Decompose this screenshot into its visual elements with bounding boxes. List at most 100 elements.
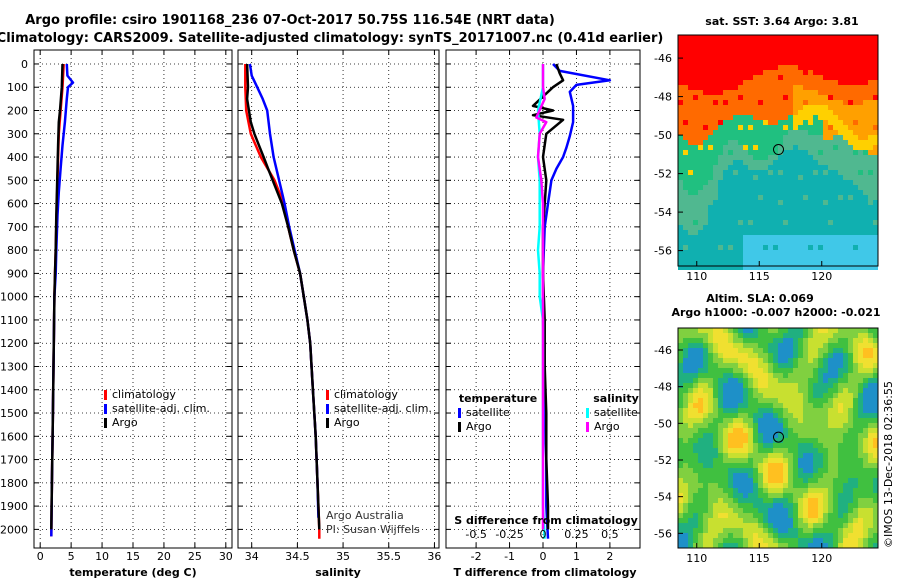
sst-cell: [763, 245, 768, 250]
sla-cell: [698, 433, 703, 438]
sst-cell: [733, 185, 738, 190]
sla-cell: [793, 473, 798, 478]
sla-cell: [798, 368, 803, 373]
sst-cell: [833, 45, 838, 50]
sst-cell: [748, 190, 753, 195]
sst-cell: [828, 80, 833, 85]
sst-cell: [863, 65, 868, 70]
sla-cell: [778, 373, 783, 378]
sla-cell: [808, 508, 813, 513]
sst-cell: [803, 205, 808, 210]
sst-cell: [768, 80, 773, 85]
sst-cell: [833, 170, 838, 175]
sst-cell: [813, 80, 818, 85]
sla-cell: [683, 463, 688, 468]
sst-cell: [748, 80, 753, 85]
sst-cell: [738, 185, 743, 190]
sst-cell: [773, 120, 778, 125]
sla-cell: [723, 363, 728, 368]
sla-cell: [708, 493, 713, 498]
sst-cell: [773, 205, 778, 210]
sst-cell: [838, 135, 843, 140]
sla-cell: [818, 368, 823, 373]
sst-cell: [693, 195, 698, 200]
sst-cell: [688, 240, 693, 245]
sst-cell: [833, 110, 838, 115]
sst-cell: [773, 210, 778, 215]
sla-cell: [723, 423, 728, 428]
sla-cell: [708, 498, 713, 503]
sst-cell: [793, 85, 798, 90]
sst-cell: [858, 170, 863, 175]
sst-cell: [818, 200, 823, 205]
sla-cell: [763, 463, 768, 468]
sst-cell: [843, 245, 848, 250]
sla-cell: [758, 373, 763, 378]
sla-cell: [678, 518, 683, 523]
sla-cell: [768, 328, 773, 333]
sst-cell: [723, 105, 728, 110]
sla-cell: [778, 398, 783, 403]
sla-cell: [733, 388, 738, 393]
sst-cell: [833, 225, 838, 230]
sst-cell: [843, 35, 848, 40]
sla-cell: [713, 343, 718, 348]
sst-cell: [748, 60, 753, 65]
sla-cell: [828, 488, 833, 493]
sla-cell: [768, 373, 773, 378]
sst-cell: [858, 60, 863, 65]
sst-cell: [778, 255, 783, 260]
sla-cell: [733, 398, 738, 403]
sla-cell: [763, 443, 768, 448]
sla-cell: [793, 448, 798, 453]
sst-cell: [793, 210, 798, 215]
sla-cell: [678, 483, 683, 488]
sla-cell: [788, 338, 793, 343]
sst-cell: [868, 115, 873, 120]
sla-cell: [708, 543, 713, 548]
sla-cell: [813, 343, 818, 348]
sla-cell: [823, 483, 828, 488]
sst-cell: [783, 155, 788, 160]
sla-cell: [748, 488, 753, 493]
sla-cell: [698, 513, 703, 518]
sla-cell: [838, 423, 843, 428]
sst-cell: [798, 100, 803, 105]
sst-cell: [783, 95, 788, 100]
sla-cell: [763, 343, 768, 348]
sst-cell: [753, 170, 758, 175]
sst-cell: [853, 175, 858, 180]
depth-tick-label: 1400: [0, 384, 28, 397]
sst-cell: [768, 245, 773, 250]
sst-cell: [838, 85, 843, 90]
sst-cell: [808, 115, 813, 120]
sst-cell: [703, 225, 708, 230]
sla-cell: [873, 523, 878, 528]
sst-cell: [768, 110, 773, 115]
sla-cell: [793, 418, 798, 423]
sst-cell: [823, 150, 828, 155]
sst-cell: [853, 180, 858, 185]
sla-cell: [723, 338, 728, 343]
sst-cell: [823, 120, 828, 125]
sla-cell: [718, 458, 723, 463]
sla-cell: [713, 403, 718, 408]
sla-cell: [778, 473, 783, 478]
sst-cell: [793, 105, 798, 110]
sla-cell: [713, 368, 718, 373]
sla-cell: [858, 528, 863, 533]
sla-cell: [773, 433, 778, 438]
depth-tick-label: 200: [7, 105, 28, 118]
sst-cell: [838, 105, 843, 110]
sst-cell: [763, 210, 768, 215]
sla-cell: [703, 448, 708, 453]
sla-cell: [703, 358, 708, 363]
sla-cell: [693, 368, 698, 373]
sst-cell: [853, 185, 858, 190]
sla-cell: [743, 438, 748, 443]
sst-cell: [833, 100, 838, 105]
sst-cell: [808, 65, 813, 70]
sst-cell: [798, 40, 803, 45]
sst-cell: [853, 100, 858, 105]
sla-cell: [743, 468, 748, 473]
